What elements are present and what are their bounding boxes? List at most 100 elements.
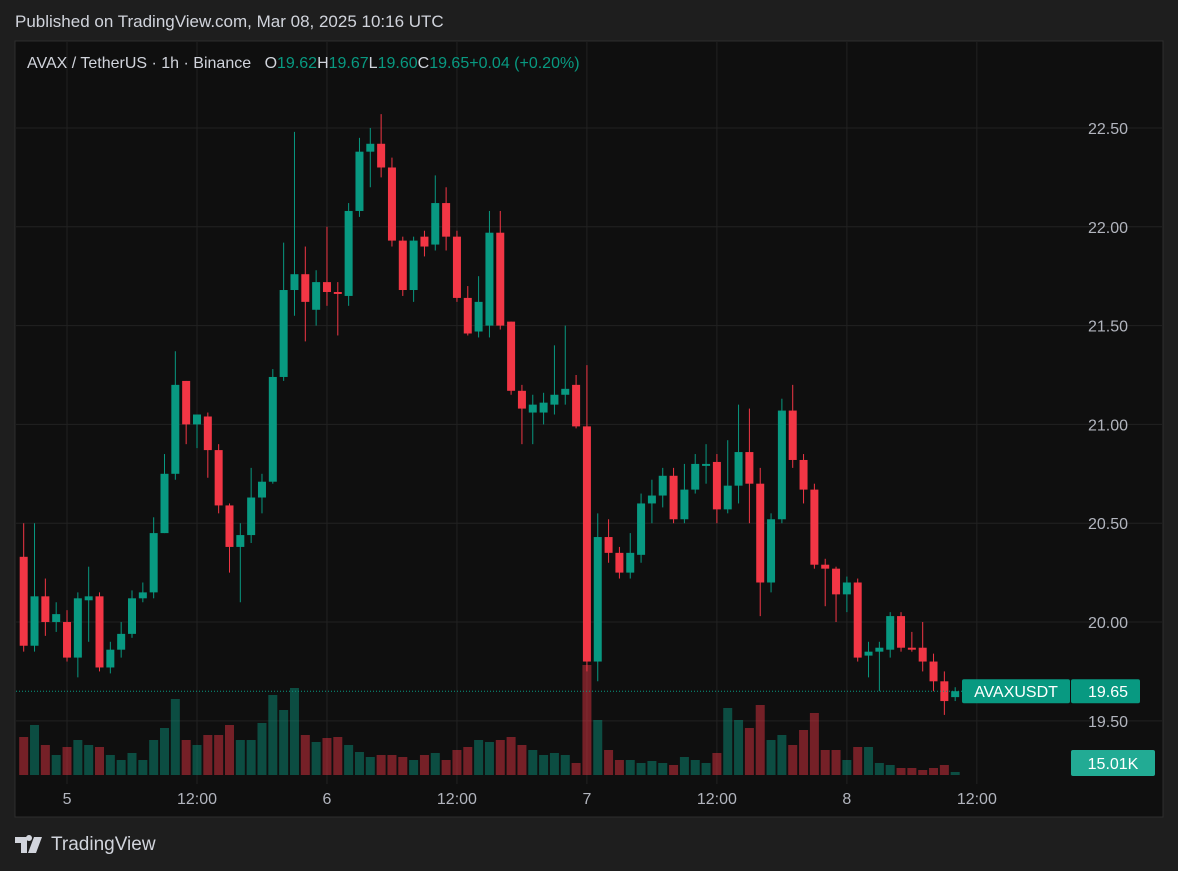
volume-bar [409,760,419,775]
x-tick-label: 5 [63,791,72,808]
last-price-label: 19.65 [1088,684,1128,701]
volume-bar [116,760,126,775]
candle-body [106,649,115,668]
candle-body [485,232,494,326]
volume-bar [484,742,494,775]
candle-body [940,681,949,702]
candle-body [572,384,581,427]
volume-bar [950,771,960,775]
legend-key: C [417,55,430,72]
volume-bar [62,747,72,775]
brand-name: TradingView [51,834,156,855]
candle-body [19,556,28,646]
volume-bar [84,745,94,775]
volume-bar [203,735,213,775]
x-tick-label: 12:00 [437,791,477,808]
candle-body [647,495,656,504]
volume-bar [604,750,614,775]
x-tick-label: 8 [842,791,851,808]
candle-body [398,240,407,291]
candle-body [442,203,451,237]
legend-key: O [264,55,278,72]
volume-bar [788,745,798,775]
volume-bar [560,755,570,775]
candle-body [951,691,960,698]
y-tick-label: 22.50 [1088,121,1128,138]
volume-bar [73,740,83,775]
volume-bar [679,757,689,775]
volume-bar [495,740,505,775]
candle-body [853,582,862,658]
legend-key: H [317,55,329,72]
volume-bar [192,745,202,775]
volume-bar [517,745,527,775]
volume-bar [755,705,765,775]
volume-bar [636,763,646,775]
candle-body [138,592,147,599]
candle-body [377,143,386,168]
candle-body [875,647,884,652]
volume-bar [19,737,29,775]
volume-bar [593,720,603,775]
candle-body [312,282,321,310]
candle-body [52,614,61,623]
candle-body [528,404,537,413]
volume-bar [430,753,440,775]
candle-body [918,647,927,662]
volume-bar [127,753,137,775]
volume-bar [896,768,906,775]
volume-bars [19,665,960,775]
candle-body [149,533,158,593]
volume-bar [939,765,949,775]
footer: TradingView [15,834,156,856]
candles [19,114,960,715]
candle-body [117,633,126,650]
x-tick-label: 6 [323,791,332,808]
published-note: Published on TradingView.com, Mar 08, 20… [15,12,444,31]
candle-body [821,564,830,569]
volume-bar [658,763,668,775]
volume-bar [820,750,830,775]
volume-bar [874,763,884,775]
volume-bar [344,745,354,775]
volume-bar [311,742,321,775]
volume-bar [712,753,722,775]
volume-bar [95,747,105,775]
candle-body [615,552,624,573]
y-tick-label: 21.50 [1088,319,1128,336]
candle-body [279,290,288,377]
volume-bar [181,740,191,775]
volume-bar [723,708,733,775]
volume-bar [224,725,234,775]
volume-bar [170,699,180,775]
y-tick-label: 21.00 [1088,417,1128,434]
candle-body [452,236,461,298]
candle-body [832,568,841,595]
ohlc-legend: AVAX / TetherUS · 1h · Binance O19.62H19… [27,55,580,73]
candle-body [626,552,635,573]
candle-body [355,151,364,211]
candle-body [637,503,646,555]
candle-body [203,416,212,451]
candle-body [463,297,472,334]
candle-body [257,481,266,498]
candle-body [658,475,667,496]
volume-bar [376,755,386,775]
x-tick-label: 12:00 [957,791,997,808]
candle-body [712,461,721,510]
x-tick-label: 12:00 [177,791,217,808]
candle-body [420,236,429,247]
volume-bar [582,665,592,775]
candle-body [63,622,72,658]
candle-body [680,489,689,520]
chart-title: AVAX / TetherUS · 1h · Binance [27,55,252,72]
candle-body [333,291,342,294]
y-tick-label: 22.00 [1088,220,1128,237]
volume-bar [214,735,224,775]
volume-bar [300,735,310,775]
x-tick-label: 12:00 [697,791,737,808]
volume-bar [744,728,754,775]
candle-body [788,410,797,460]
volume-bar [864,747,874,775]
